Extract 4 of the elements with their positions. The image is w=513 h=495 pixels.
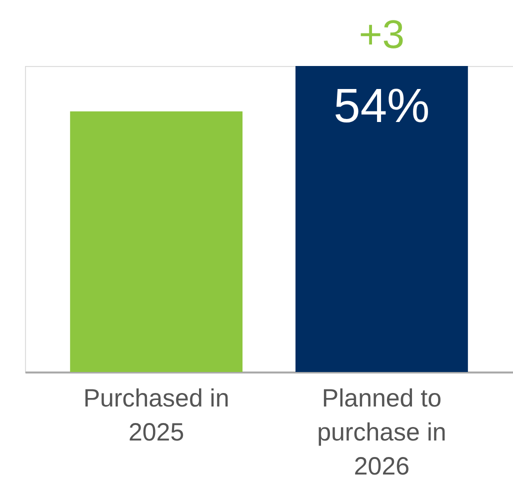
annotation: +3 — [358, 13, 405, 57]
x-tick-label: Purchased in 2025 — [83, 384, 230, 446]
x-tick-label: Planned to purchase in 2026 — [317, 384, 446, 480]
data-label: 54% — [334, 80, 430, 133]
